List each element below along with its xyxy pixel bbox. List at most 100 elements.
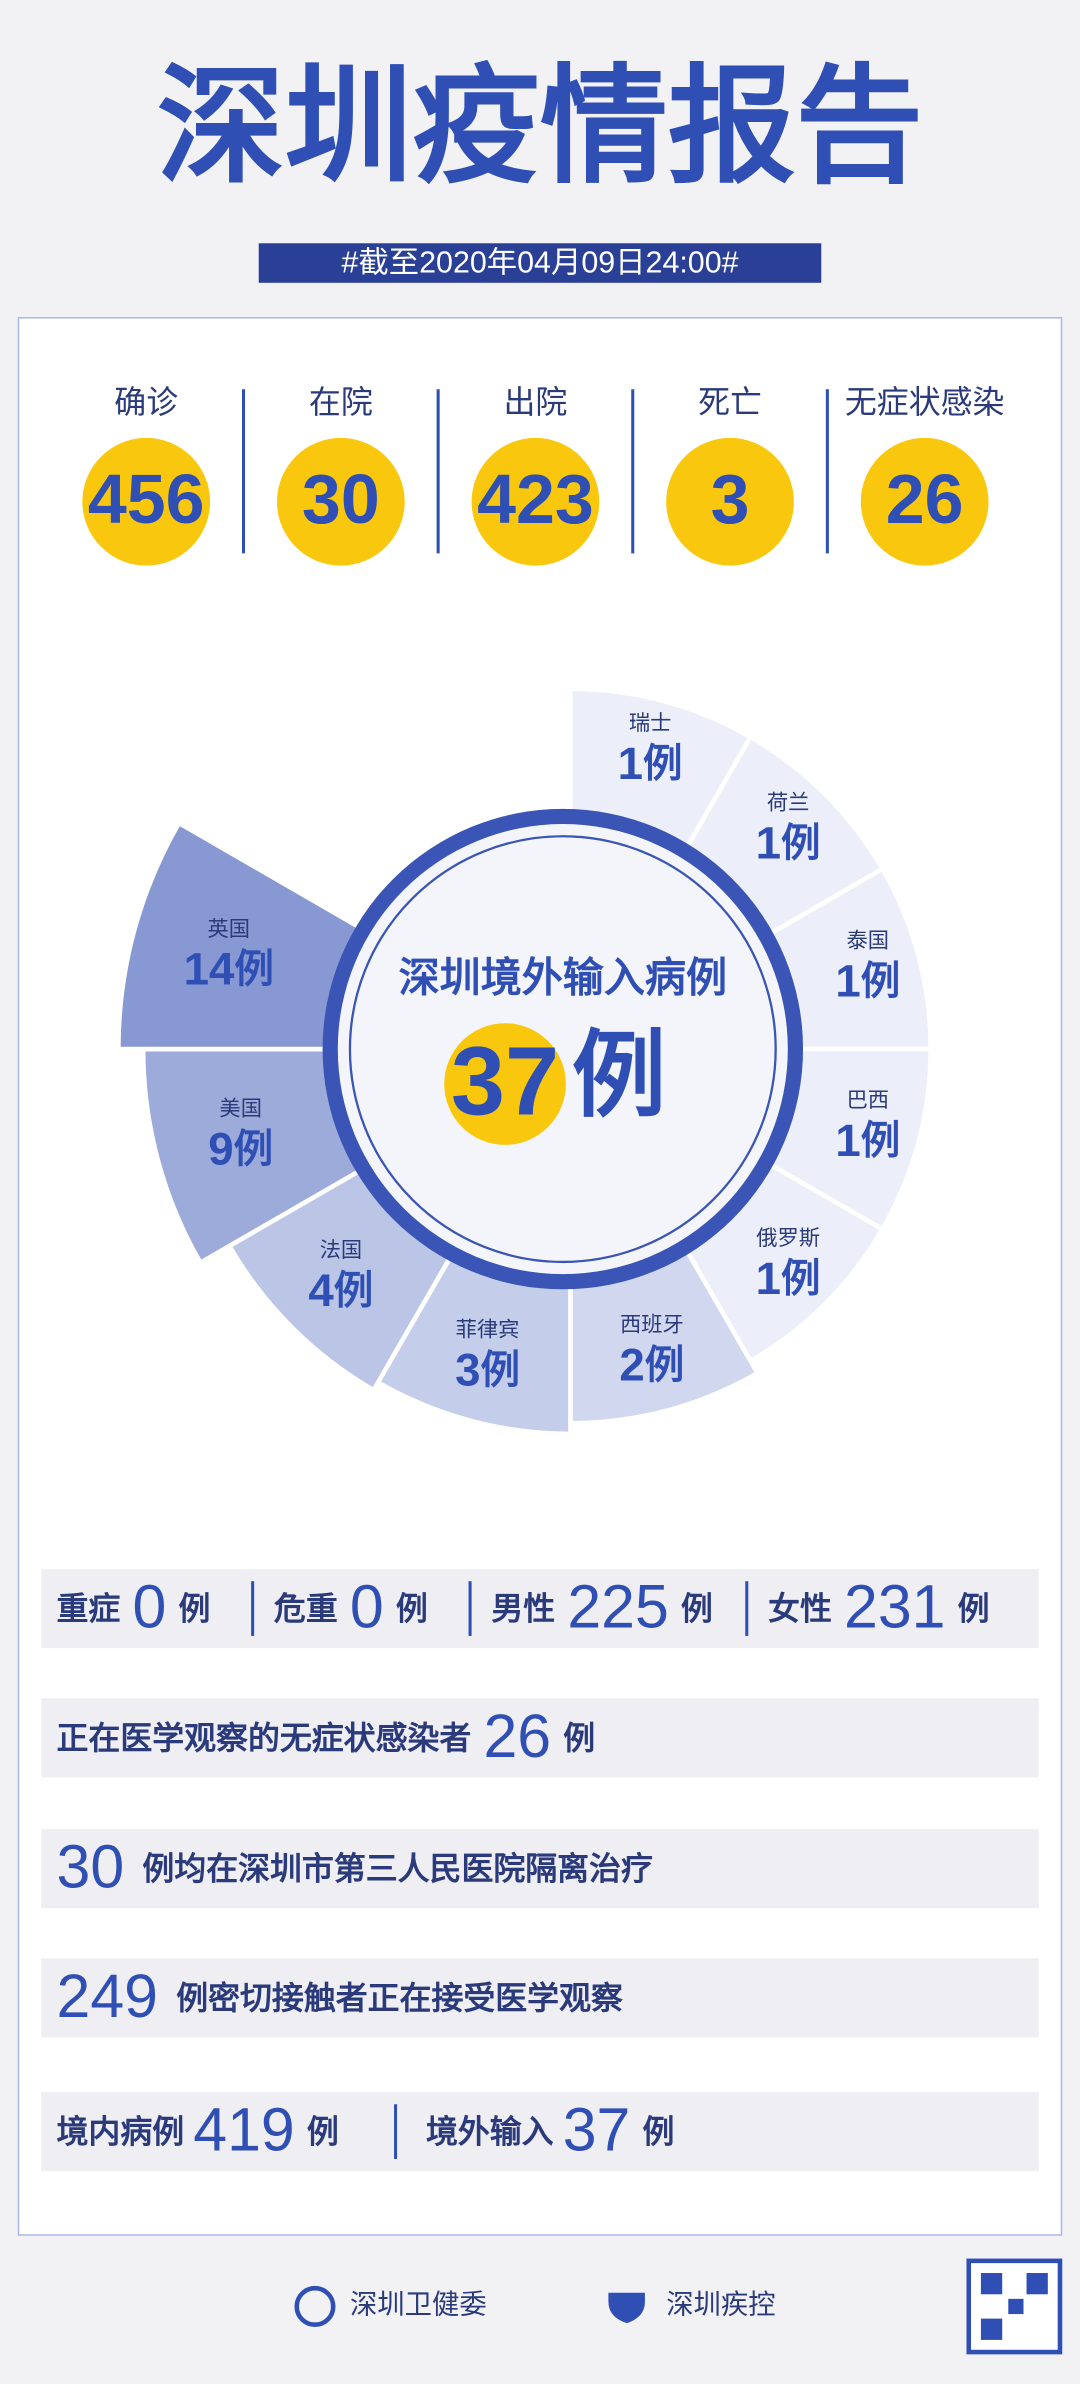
stat-badge: [860, 437, 989, 566]
stat-label: 出院: [504, 384, 568, 420]
detail-number: 249: [57, 1962, 158, 2030]
detail-label: 例均在深圳市第三人民医院隔离治疗: [142, 1851, 653, 1887]
country-name: 俄罗斯: [756, 1226, 820, 1250]
total-badge: [444, 1023, 566, 1145]
row-background: [41, 1698, 1039, 1778]
count-unit: 例: [643, 742, 683, 786]
country-count: 14例: [184, 944, 274, 995]
detail-number: 231: [844, 1573, 945, 1641]
detail-label: 例: [681, 1591, 713, 1627]
detail-text: 男性 225 例: [491, 1573, 713, 1641]
count-value: 1: [835, 956, 860, 1007]
country-name: 菲律宾: [456, 1318, 520, 1342]
qr-code: [980, 2273, 1003, 2295]
detail-label: 境内病例: [57, 2114, 185, 2150]
stat-label: 在院: [309, 384, 373, 420]
detail-label: 例密切接触者正在接受医学观察: [176, 1980, 623, 2016]
detail-number: 37: [563, 2096, 631, 2164]
stat-value: 456: [88, 460, 205, 538]
logo: [294, 2285, 336, 2327]
stat-label: 确诊: [114, 384, 178, 420]
logo: [608, 2292, 645, 2324]
stat-value: 30: [302, 460, 380, 538]
stat-badge: [276, 437, 405, 566]
count-value: 1: [756, 1253, 781, 1304]
stat-value: 423: [477, 460, 594, 538]
detail-text: 30 例均在深圳市第三人民医院隔离治疗: [57, 1833, 653, 1901]
detail-label: 境外输入: [426, 2114, 554, 2150]
country-name: 美国: [219, 1097, 262, 1121]
detail-label: 例: [643, 2114, 675, 2150]
stat-label: 无症状感染: [845, 384, 1005, 420]
country-name: 泰国: [847, 929, 890, 953]
row-background: [41, 1829, 1039, 1909]
stat-badge: [666, 437, 794, 566]
country-count: 1例: [756, 1253, 821, 1304]
country-name: 西班牙: [620, 1312, 684, 1336]
source: 深圳卫健委: [350, 2289, 487, 2320]
count-unit: 例: [234, 1128, 274, 1172]
country-count: 1例: [618, 738, 683, 789]
country-count: 3例: [455, 1345, 520, 1396]
detail-number: 26: [483, 1702, 551, 1770]
detail-text: 境内病例 419 例: [57, 2096, 339, 2164]
detail-text: 重症 0 例: [57, 1573, 211, 1641]
count-value: 9: [208, 1124, 233, 1175]
detail-number: 30: [57, 1833, 125, 1901]
country-count: 2例: [619, 1339, 684, 1390]
row-background: [41, 1569, 1039, 1649]
detail-text: 249 例密切接触者正在接受医学观察: [57, 1962, 623, 2030]
qr-code: [1026, 2273, 1048, 2295]
country-count: 9例: [208, 1124, 273, 1175]
imported-total: 37: [451, 1026, 559, 1135]
count-value: 1: [835, 1115, 860, 1166]
imported-unit: 例: [572, 1022, 666, 1127]
detail-label: 危重: [274, 1591, 338, 1627]
title: 深圳疫情报告: [157, 56, 923, 199]
date-banner: [258, 243, 822, 283]
detail-label: 例: [958, 1591, 990, 1627]
stat-label: 死亡: [698, 384, 762, 420]
detail-number: 419: [193, 2096, 294, 2164]
stat-badge: [82, 437, 211, 566]
country-name: 荷兰: [767, 791, 810, 815]
country-count: 1例: [756, 818, 821, 869]
count-unit: 例: [861, 1119, 901, 1163]
date: #截至2020年04月09日24:00#: [341, 246, 738, 280]
detail-label: 例: [178, 1591, 210, 1627]
imported-title: 深圳境外输入病例: [399, 955, 727, 1001]
detail-number: 225: [567, 1573, 668, 1641]
detail-number: 0: [350, 1573, 384, 1641]
count-value: 4: [308, 1265, 334, 1316]
count-unit: 例: [234, 948, 274, 992]
count-unit: 例: [645, 1344, 685, 1388]
detail-label: 女性: [768, 1591, 832, 1627]
count-unit: 例: [781, 822, 821, 866]
count-value: 1: [618, 738, 643, 789]
country-name: 瑞士: [629, 711, 672, 735]
country-count: 4例: [308, 1265, 373, 1316]
count-unit: 例: [781, 1257, 821, 1301]
qr-code: [1008, 2298, 1024, 2315]
stat-value: 26: [886, 460, 964, 538]
country-name: 巴西: [847, 1088, 890, 1112]
qr-code: [980, 2318, 1003, 2340]
detail-text: 危重 0 例: [274, 1573, 428, 1641]
country-name: 法国: [320, 1238, 363, 1262]
detail-label: 重症: [57, 1591, 121, 1627]
center-line: [348, 835, 777, 1264]
detail-text: 境外输入 37 例: [426, 2096, 674, 2164]
stat-badge: [471, 437, 600, 566]
country-name: 英国: [207, 917, 250, 941]
row-background: [41, 2092, 1039, 2172]
source: 深圳疾控: [666, 2289, 775, 2320]
country-count: 1例: [835, 956, 900, 1007]
count-value: 3: [455, 1345, 480, 1396]
count-value: 1: [756, 818, 781, 869]
detail-label: 男性: [491, 1591, 555, 1627]
detail-label: 正在医学观察的无症状感染者: [57, 1720, 472, 1756]
row-background: [41, 1958, 1039, 2038]
detail-label: 例: [563, 1720, 595, 1756]
